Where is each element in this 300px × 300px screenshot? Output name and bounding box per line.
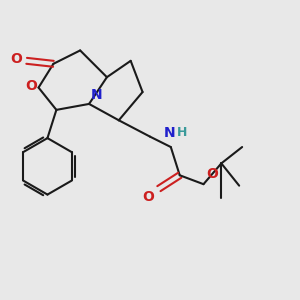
Text: N: N: [164, 127, 175, 140]
Text: O: O: [206, 167, 218, 181]
Text: O: O: [25, 79, 37, 93]
Text: N: N: [91, 88, 102, 102]
Text: H: H: [177, 126, 188, 139]
Text: O: O: [10, 52, 22, 66]
Text: O: O: [142, 190, 154, 204]
